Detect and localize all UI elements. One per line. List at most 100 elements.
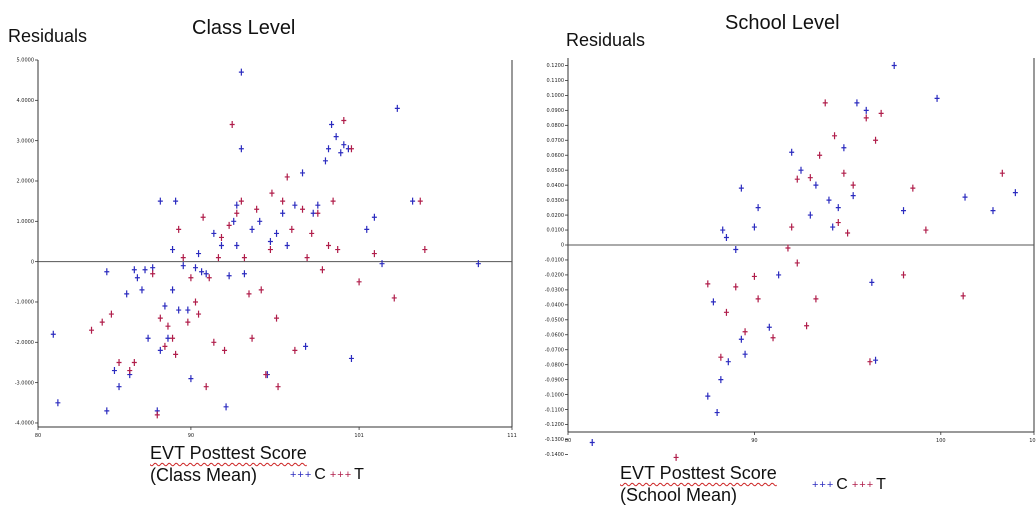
data-point-c: [131, 266, 137, 274]
data-point-t: [341, 116, 347, 124]
data-point-c: [705, 392, 711, 400]
data-point-t: [200, 213, 206, 221]
data-point-c: [394, 104, 400, 112]
data-point-t: [794, 259, 800, 267]
data-point-t: [723, 308, 729, 316]
data-point-t: [108, 310, 114, 318]
y-tick-label: -0.1200: [545, 422, 564, 428]
legend: +++ C +++ T: [812, 476, 890, 494]
data-point-t: [269, 189, 275, 197]
data-point-c: [850, 192, 856, 200]
y-tick-label: -0.1300: [545, 437, 564, 443]
x-axis-label: EVT Posttest Score (Class Mean): [150, 442, 307, 486]
x-tick-label: 105: [1029, 438, 1036, 444]
legend-marker-c: +++: [290, 469, 313, 481]
data-point-c: [280, 209, 286, 217]
x-axis-label-line1: EVT Posttest Score: [620, 463, 777, 483]
y-tick-label: 2.0000: [17, 179, 35, 185]
data-point-t: [157, 314, 163, 322]
data-point-c: [766, 323, 772, 331]
y-tick-label: 1.0000: [17, 219, 35, 225]
data-point-c: [241, 270, 247, 278]
data-point-c: [162, 302, 168, 310]
data-point-t: [275, 383, 281, 391]
data-point-c: [738, 184, 744, 192]
data-point-t: [99, 318, 105, 326]
data-point-c: [322, 157, 328, 165]
data-point-t: [867, 358, 873, 366]
y-tick-label: 0.1000: [547, 93, 565, 99]
data-point-t: [222, 346, 228, 354]
data-point-c: [145, 334, 151, 342]
data-point-c: [863, 106, 869, 114]
data-point-t: [330, 197, 336, 205]
data-point-t: [832, 132, 838, 140]
data-point-c: [789, 148, 795, 156]
data-point-c: [274, 229, 280, 237]
data-point-t: [162, 342, 168, 350]
data-point-t: [371, 250, 377, 258]
data-point-c: [173, 197, 179, 205]
data-point-t: [910, 184, 916, 192]
data-point-c: [203, 270, 209, 278]
data-point-t: [755, 295, 761, 303]
data-point-t: [263, 371, 269, 379]
data-point-t: [835, 219, 841, 227]
data-point-t: [742, 328, 748, 336]
data-point-t: [705, 280, 711, 288]
data-point-c: [873, 356, 879, 364]
data-point-c: [813, 181, 819, 189]
data-point-t: [185, 318, 191, 326]
x-axis-label-line2: (Class Mean): [150, 465, 258, 485]
data-point-c: [830, 223, 836, 231]
data-point-c: [257, 217, 263, 225]
data-point-t: [845, 229, 851, 237]
data-point-c: [157, 346, 163, 354]
data-point-c: [249, 225, 255, 233]
data-point-t: [841, 169, 847, 177]
data-point-t: [292, 346, 298, 354]
data-point-t: [280, 197, 286, 205]
y-tick-label: -0.0300: [545, 288, 564, 294]
data-point-c: [188, 375, 194, 383]
y-tick-label: 5.0000: [17, 58, 35, 64]
data-point-c: [218, 242, 224, 250]
data-point-t: [150, 270, 156, 278]
data-point-t: [226, 221, 232, 229]
data-point-c: [835, 204, 841, 212]
data-point-t: [807, 174, 813, 182]
y-tick-label: 0.0200: [547, 213, 565, 219]
data-point-c: [199, 268, 205, 276]
data-point-t: [89, 326, 95, 334]
y-tick-label: -0.1000: [545, 392, 564, 398]
data-point-t: [203, 383, 209, 391]
data-point-t: [165, 322, 171, 330]
data-point-t: [673, 453, 679, 461]
data-point-t: [254, 205, 260, 213]
chart-title: School Level: [725, 12, 840, 34]
data-point-t: [356, 278, 362, 286]
data-point-c: [211, 229, 217, 237]
data-point-c: [134, 274, 140, 282]
y-tick-label: -0.1100: [545, 407, 564, 413]
x-axis-label: EVT Posttest Score (School Mean): [620, 462, 777, 506]
data-point-c: [226, 272, 232, 280]
data-point-t: [999, 169, 1005, 177]
data-point-c: [231, 217, 237, 225]
data-point-c: [720, 226, 726, 234]
data-point-c: [165, 334, 171, 342]
data-point-c: [223, 403, 229, 411]
data-point-t: [901, 271, 907, 279]
data-point-t: [196, 310, 202, 318]
y-tick-label: 0.0600: [547, 153, 565, 159]
data-point-t: [960, 292, 966, 300]
y-tick-label: 0.1200: [547, 63, 565, 69]
data-point-c: [234, 242, 240, 250]
class-level-chart-panel: Residuals Class Level 5.0000 4.0000 3.0000…: [8, 17, 517, 486]
data-point-c: [776, 271, 782, 279]
data-point-t: [789, 223, 795, 231]
data-point-c: [723, 234, 729, 242]
y-axis-label: Residuals: [566, 30, 646, 50]
data-point-c: [1012, 189, 1018, 197]
y-tick-label: 0.0100: [547, 228, 565, 234]
